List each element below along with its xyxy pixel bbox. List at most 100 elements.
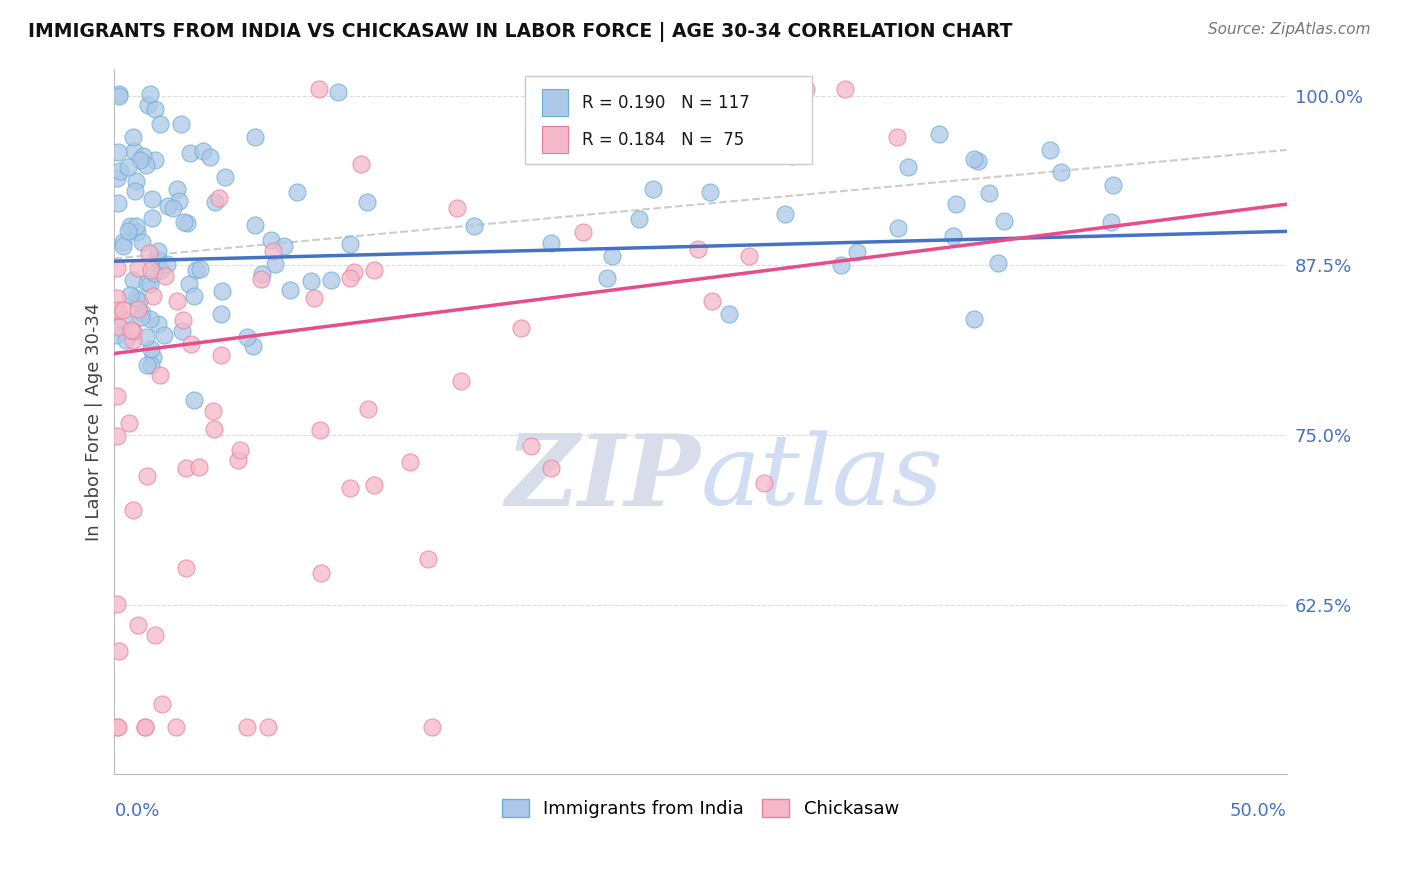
Point: [166, 182, 188, 196]
Point: [124, 184, 146, 198]
Point: [339, 271, 361, 285]
Point: [139, 262, 162, 277]
Point: [135, 330, 157, 344]
Point: [204, 195, 226, 210]
Point: [150, 262, 173, 277]
Point: [214, 169, 236, 184]
Point: [263, 257, 285, 271]
Point: [643, 182, 665, 196]
Point: [105, 171, 128, 186]
Point: [170, 325, 193, 339]
Point: [356, 194, 378, 209]
Point: [176, 217, 198, 231]
Point: [928, 128, 950, 142]
Point: [111, 311, 134, 326]
Text: IMMIGRANTS FROM INDIA VS CHICKASAW IN LABOR FORCE | AGE 30-34 CORRELATION CHART: IMMIGRANTS FROM INDIA VS CHICKASAW IN LA…: [28, 22, 1012, 42]
Point: [235, 720, 257, 734]
Point: [183, 289, 205, 303]
Point: [242, 339, 264, 353]
Legend: Immigrants from India, Chickasaw: Immigrants from India, Chickasaw: [495, 791, 907, 825]
Point: [1099, 215, 1122, 229]
FancyBboxPatch shape: [524, 76, 811, 164]
Point: [112, 303, 135, 318]
Point: [138, 312, 160, 326]
Text: R = 0.190   N = 117: R = 0.190 N = 117: [582, 94, 749, 112]
Point: [782, 149, 804, 163]
Point: [339, 236, 361, 251]
Point: [105, 429, 128, 443]
Point: [236, 330, 259, 344]
Point: [326, 85, 349, 99]
Point: [107, 720, 129, 734]
Point: [773, 206, 796, 220]
Point: [131, 306, 153, 320]
Point: [117, 224, 139, 238]
Point: [112, 235, 135, 249]
Point: [136, 276, 159, 290]
Point: [979, 186, 1001, 201]
Point: [321, 273, 343, 287]
Point: [308, 82, 330, 96]
Point: [450, 374, 472, 388]
Point: [752, 476, 775, 491]
Point: [127, 261, 149, 276]
Point: [107, 196, 129, 211]
Point: [184, 263, 207, 277]
Point: [139, 87, 162, 101]
Point: [363, 263, 385, 277]
Point: [125, 291, 148, 305]
Point: [143, 153, 166, 168]
Point: [986, 256, 1008, 270]
Point: [201, 403, 224, 417]
Point: [118, 288, 141, 302]
Point: [188, 262, 211, 277]
Point: [165, 720, 187, 734]
Point: [122, 273, 145, 287]
Text: 0.0%: 0.0%: [114, 802, 160, 821]
Point: [209, 348, 232, 362]
Point: [226, 453, 249, 467]
Point: [202, 422, 225, 436]
Point: [607, 133, 630, 147]
Point: [149, 117, 172, 131]
Point: [363, 477, 385, 491]
Point: [208, 191, 231, 205]
Point: [107, 87, 129, 101]
Point: [250, 271, 273, 285]
Point: [548, 82, 571, 96]
Point: [188, 460, 211, 475]
Point: [180, 337, 202, 351]
Text: atlas: atlas: [700, 430, 943, 525]
Point: [845, 244, 868, 259]
Point: [700, 293, 723, 308]
Point: [108, 644, 131, 658]
Point: [357, 401, 380, 416]
Point: [416, 551, 439, 566]
Point: [135, 358, 157, 372]
Point: [153, 328, 176, 343]
Point: [1050, 165, 1073, 179]
Point: [125, 219, 148, 234]
Point: [273, 239, 295, 253]
Text: ZIP: ZIP: [506, 430, 700, 526]
Point: [121, 129, 143, 144]
Point: [1039, 143, 1062, 157]
Point: [111, 239, 134, 253]
Point: [966, 153, 988, 168]
Point: [302, 291, 325, 305]
Point: [886, 129, 908, 144]
Point: [183, 393, 205, 408]
Point: [510, 320, 533, 334]
Point: [738, 249, 761, 263]
Point: [108, 164, 131, 178]
Point: [143, 267, 166, 281]
Point: [128, 293, 150, 308]
Point: [115, 333, 138, 347]
Point: [177, 277, 200, 292]
Point: [136, 98, 159, 112]
Point: [146, 252, 169, 266]
Point: [129, 153, 152, 168]
Point: [897, 160, 920, 174]
Point: [143, 628, 166, 642]
Point: [131, 148, 153, 162]
